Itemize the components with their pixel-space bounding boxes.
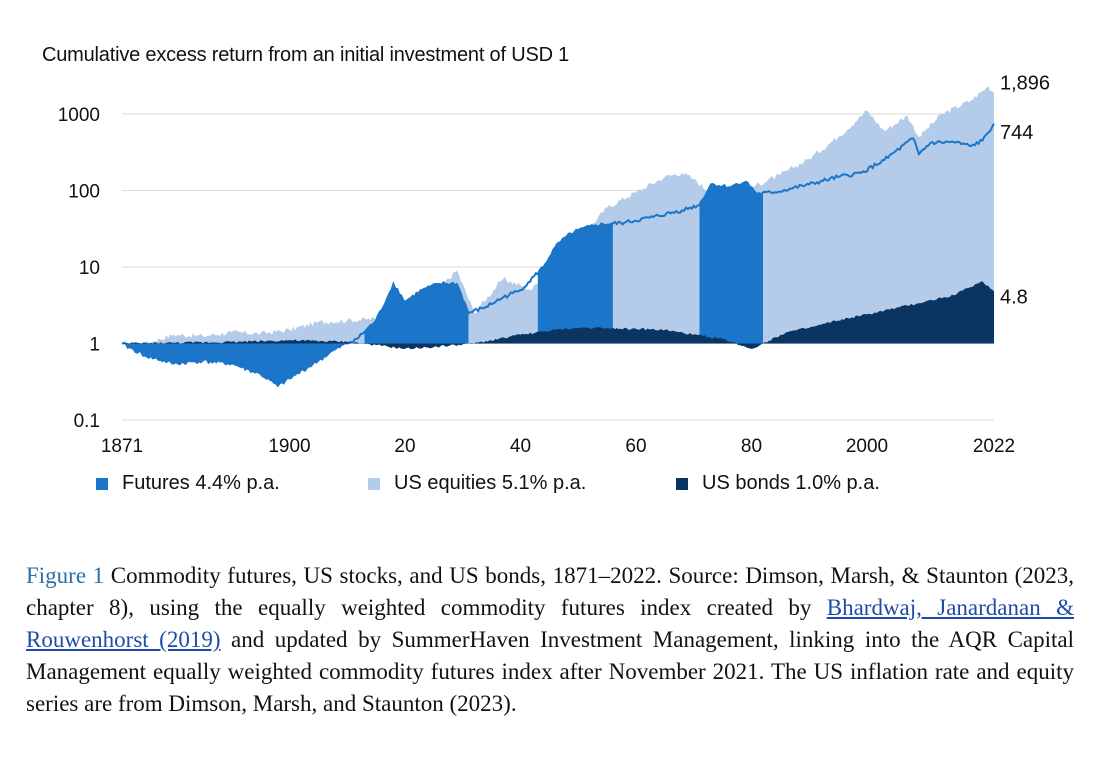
end-labels: 1,896 744 4.8 <box>1000 73 1050 309</box>
reference-link[interactable]: Bhardwaj, Janardanan & Rouwenhorst (2019… <box>26 595 1074 652</box>
caption-text-1: Commodity futures, US stocks, and US bon… <box>26 563 1074 620</box>
legend-label: Futures 4.4% p.a. <box>122 472 280 494</box>
legend-label: US bonds 1.0% p.a. <box>702 472 880 494</box>
chart-title: Cumulative excess return from an initial… <box>42 44 570 66</box>
y-tick-label-100: 100 <box>68 182 100 203</box>
futures-series <box>121 123 995 388</box>
futures-line <box>121 123 995 388</box>
figure-caption: Figure 1 Commodity futures, US stocks, a… <box>26 560 1074 720</box>
y-tick-label-1: 1 <box>89 335 100 356</box>
end-label-us-equities: 1,896 <box>1000 73 1050 95</box>
futures-area <box>122 123 764 386</box>
legend-label: US equities 5.1% p.a. <box>394 472 587 494</box>
legend-item-1: US equities 5.1% p.a. <box>368 472 586 495</box>
legend-item-2: US bonds 1.0% p.a. <box>676 472 880 495</box>
caption-text-2: and updated by SummerHaven Investment Ma… <box>26 627 1074 716</box>
legend: Futures 4.4% p.a. US equities 5.1% p.a. US… <box>0 472 1100 500</box>
y-tick-label-10: 10 <box>79 258 100 279</box>
x-tick-label-80: 80 <box>741 436 762 457</box>
end-label-futures: 744 <box>1000 122 1033 144</box>
end-label-us-bonds: 4.8 <box>1000 286 1028 308</box>
legend-swatch <box>96 477 108 490</box>
us-bonds-series <box>122 281 994 350</box>
x-tick-label-1900: 1900 <box>268 436 310 457</box>
x-tick-label-1871: 1871 <box>101 436 143 457</box>
chart-figure: Cumulative excess return from an initial… <box>0 44 1100 500</box>
x-tick-label-60: 60 <box>625 436 646 457</box>
x-tick-label-20: 20 <box>394 436 415 457</box>
y-tick-label-1000: 1000 <box>58 105 100 126</box>
legend-item-0: Futures 4.4% p.a. <box>96 472 280 495</box>
x-tick-label-2000: 2000 <box>846 436 888 457</box>
legend-swatch <box>676 477 688 490</box>
us-equities-area <box>122 86 994 346</box>
legend-swatch <box>368 477 380 490</box>
us-equities-series <box>122 86 994 346</box>
y-tick-label-0.1: 0.1 <box>74 411 100 432</box>
x-tick-label-40: 40 <box>510 436 531 457</box>
figure-label: Figure 1 <box>26 563 105 588</box>
x-tick-label-2022: 2022 <box>973 436 1015 457</box>
us-bonds-area <box>122 281 994 350</box>
